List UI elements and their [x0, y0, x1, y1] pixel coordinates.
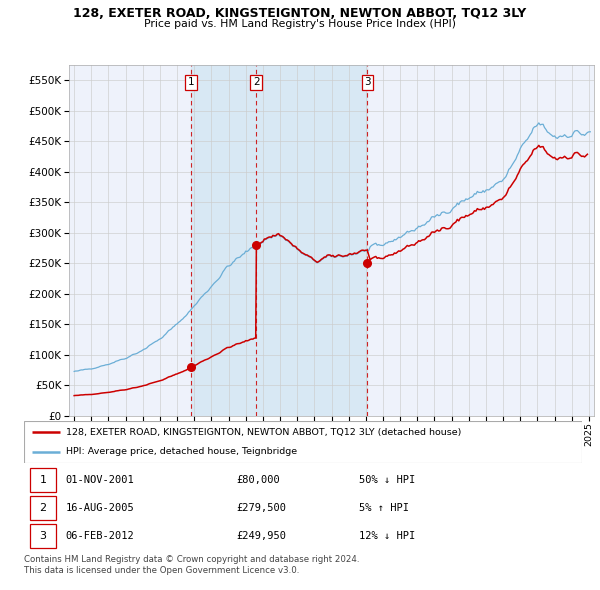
- Text: £249,950: £249,950: [236, 531, 286, 541]
- Text: 128, EXETER ROAD, KINGSTEIGNTON, NEWTON ABBOT, TQ12 3LY: 128, EXETER ROAD, KINGSTEIGNTON, NEWTON …: [73, 7, 527, 20]
- Text: 128, EXETER ROAD, KINGSTEIGNTON, NEWTON ABBOT, TQ12 3LY (detached house): 128, EXETER ROAD, KINGSTEIGNTON, NEWTON …: [66, 428, 461, 437]
- Text: HPI: Average price, detached house, Teignbridge: HPI: Average price, detached house, Teig…: [66, 447, 297, 456]
- Text: 1: 1: [40, 475, 46, 485]
- Text: 50% ↓ HPI: 50% ↓ HPI: [359, 475, 415, 485]
- Text: Contains HM Land Registry data © Crown copyright and database right 2024.: Contains HM Land Registry data © Crown c…: [24, 555, 359, 563]
- Bar: [256, 65, 367, 416]
- Text: 3: 3: [364, 77, 371, 87]
- Text: This data is licensed under the Open Government Licence v3.0.: This data is licensed under the Open Gov…: [24, 566, 299, 575]
- Bar: [191, 65, 256, 416]
- Bar: [29, 524, 56, 548]
- Bar: [29, 468, 56, 492]
- Text: £80,000: £80,000: [236, 475, 280, 485]
- Text: 5% ↑ HPI: 5% ↑ HPI: [359, 503, 409, 513]
- Text: Price paid vs. HM Land Registry's House Price Index (HPI): Price paid vs. HM Land Registry's House …: [144, 19, 456, 29]
- Text: 2: 2: [253, 77, 260, 87]
- Text: 01-NOV-2001: 01-NOV-2001: [66, 475, 134, 485]
- Text: 06-FEB-2012: 06-FEB-2012: [66, 531, 134, 541]
- Text: 3: 3: [40, 531, 46, 541]
- Text: 1: 1: [188, 77, 194, 87]
- Text: 12% ↓ HPI: 12% ↓ HPI: [359, 531, 415, 541]
- Text: 16-AUG-2005: 16-AUG-2005: [66, 503, 134, 513]
- Bar: [29, 496, 56, 520]
- Text: 2: 2: [40, 503, 47, 513]
- Text: £279,500: £279,500: [236, 503, 286, 513]
